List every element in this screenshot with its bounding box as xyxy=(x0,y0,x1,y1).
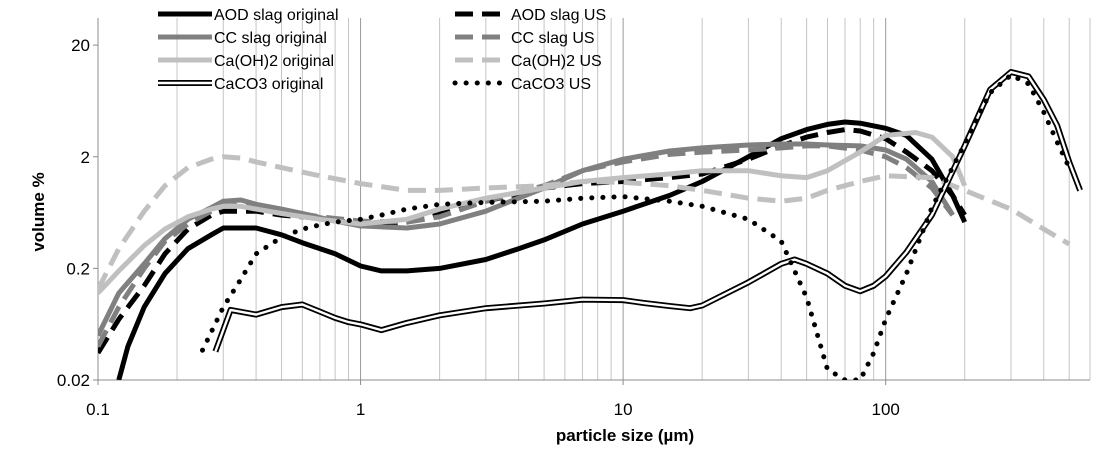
x-axis-title: particle size (µm) xyxy=(556,426,694,445)
series-line-7-inner xyxy=(214,70,1082,352)
legend-label-1: AOD slag original xyxy=(214,7,339,24)
x-tick-label: 10 xyxy=(614,400,633,419)
series-line-5 xyxy=(98,130,968,295)
series-line-8 xyxy=(200,72,1072,380)
y-tick-label: 0.2 xyxy=(66,259,90,278)
legend-label-8: CaCO3 US xyxy=(511,76,591,93)
legend-label-6: Ca(OH)2 US xyxy=(511,53,602,70)
x-tick-label: 1 xyxy=(356,400,365,419)
legend-label-5: Ca(OH)2 original xyxy=(214,53,334,70)
legend-label-4: CC slag US xyxy=(511,30,595,47)
legend-label-3: CC slag original xyxy=(214,30,327,47)
legend: AOD slag original AOD slag US CC slag orig… xyxy=(158,7,606,93)
y-tick-label: 20 xyxy=(71,36,90,55)
x-tick-label: 100 xyxy=(871,400,899,419)
series-line-6 xyxy=(98,154,1071,291)
y-tick-label: 0.02 xyxy=(57,371,90,390)
series-lines xyxy=(98,69,1083,380)
series-line-4 xyxy=(98,143,955,348)
y-axis-title: volume % xyxy=(29,172,48,251)
legend-label-7: CaCO3 original xyxy=(214,76,323,93)
legend-label-2: AOD slag US xyxy=(511,7,606,24)
x-tick-label: 0.1 xyxy=(86,400,110,419)
series-line-1 xyxy=(116,119,967,380)
axes: 0.1 1 10 100 0.02 0.2 2 20 xyxy=(57,18,1090,419)
y-tick-label: 2 xyxy=(81,148,90,167)
